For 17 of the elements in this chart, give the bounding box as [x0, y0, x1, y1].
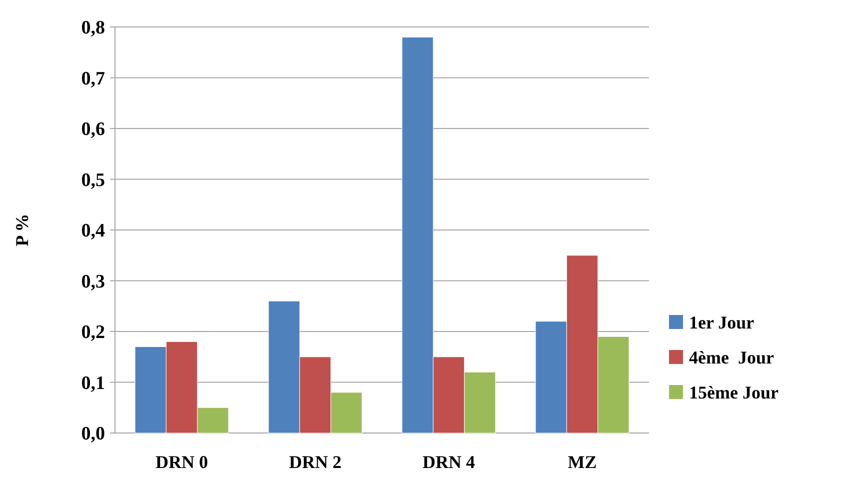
y-axis-title: P % [12, 214, 32, 246]
y-tick-label: 0,2 [81, 322, 105, 344]
x-tick-label: DRN 0 [156, 452, 208, 472]
x-tick-label: MZ [568, 452, 597, 472]
y-tick-label: 0,3 [81, 271, 105, 292]
x-tick-label: DRN 4 [422, 452, 475, 472]
y-tick-label: 0,6 [81, 119, 105, 140]
y-tick-label: 0,7 [81, 68, 106, 90]
y-tick-label: 0,1 [81, 372, 105, 394]
x-tick-label: DRN 2 [289, 452, 342, 472]
legend-label: 15ème Jour [689, 382, 778, 402]
legend-label: 1er Jour [689, 312, 754, 332]
y-tick-label: 0,5 [81, 170, 105, 191]
y-tick-label: 0,8 [81, 18, 105, 39]
y-tick-label: 0,4 [81, 220, 106, 242]
legend-label: 4ème Jour [689, 347, 774, 368]
y-tick-label: 0,0 [81, 424, 105, 445]
